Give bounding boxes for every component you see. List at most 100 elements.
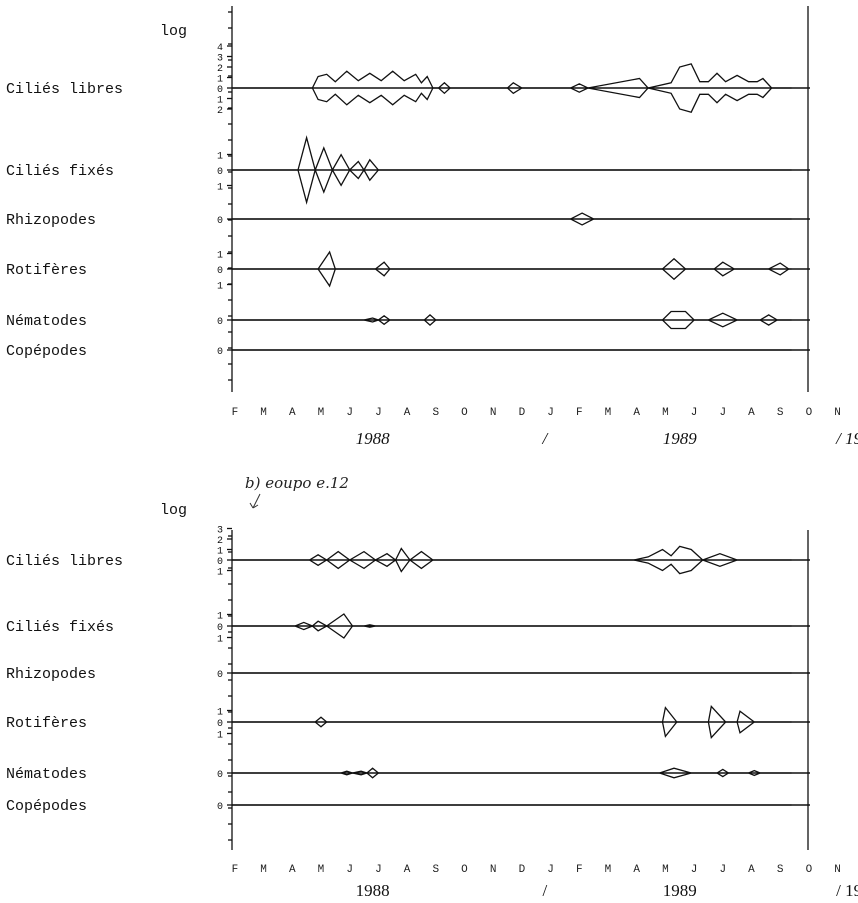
series-row: Nématodes 0 (6, 766, 810, 783)
series-row: Rhizopodes 0 (6, 212, 810, 229)
month-label: J (375, 407, 382, 419)
note-arrow (249, 493, 261, 509)
month-label: J (719, 864, 726, 876)
tick-label: 1 (217, 612, 223, 623)
year-label: 1988 (356, 881, 390, 900)
tick-label: 0 (217, 317, 223, 328)
series-label: Copépodes (6, 343, 87, 360)
tick-label: 2 (217, 106, 223, 117)
series-label: Nématodes (6, 766, 87, 783)
month-label: A (289, 407, 296, 419)
tick-label: 1 (217, 183, 223, 194)
series-label: Ciliés fixés (6, 619, 114, 636)
month-label: M (605, 407, 612, 419)
month-label: J (346, 407, 353, 419)
tick-label: 2 (217, 536, 223, 547)
series-label: Rotifères (6, 715, 87, 732)
series-label: Rhizopodes (6, 666, 96, 683)
month-label: A (633, 864, 640, 876)
year-label: / (541, 429, 549, 448)
tick-label: 0 (217, 167, 223, 178)
month-label: J (719, 407, 726, 419)
abundance-shape (232, 767, 792, 779)
tick-label: 1 (217, 708, 223, 719)
series-row: Copépodes 0 (6, 798, 810, 815)
month-label: A (404, 407, 411, 419)
series-row: Ciliés fixés 101 (6, 612, 810, 646)
month-label: O (461, 407, 468, 419)
year-label: / 1990 (835, 429, 858, 448)
series-row: Rotifères 1 0 1 (6, 251, 810, 293)
tick-label: 0 (217, 347, 223, 358)
tick-label: 0 (217, 557, 223, 568)
series-label: Ciliés libres (6, 553, 123, 570)
tick-label: 0 (217, 85, 223, 96)
abundance-shape (232, 212, 792, 226)
month-label: A (748, 407, 755, 419)
month-label: S (777, 864, 784, 876)
tick-label: 1 (217, 731, 223, 742)
series-label: Copépodes (6, 798, 87, 815)
tick-label: 0 (217, 770, 223, 781)
tick-label: 3 (217, 526, 223, 537)
series-label: Ciliés libres (6, 81, 123, 98)
tick-label: 1 (217, 282, 223, 293)
year-label: / (542, 881, 547, 900)
year-label: 1989 (663, 429, 698, 448)
tick-label: 0 (217, 266, 223, 277)
tick-label: 0 (217, 216, 223, 227)
month-label: A (289, 864, 296, 876)
month-label: S (777, 407, 784, 419)
handwritten-note: b) eoupo e.12 (245, 474, 349, 492)
month-label: M (260, 864, 267, 876)
abundance-shape (232, 705, 792, 739)
tick-label: 0 (217, 670, 223, 681)
series-label: Rotifères (6, 262, 87, 279)
log-label: log (160, 23, 187, 40)
tick-label: 0 (217, 623, 223, 634)
year-label: / 1990 (836, 881, 858, 900)
month-label: M (662, 864, 669, 876)
tick-label: 3 (217, 54, 223, 65)
tick-label: 1 (217, 568, 223, 579)
month-label: O (806, 407, 813, 419)
series-label: Rhizopodes (6, 212, 96, 229)
month-label: N (490, 407, 497, 419)
month-label: F (232, 864, 239, 876)
tick-label: 1 (217, 152, 223, 163)
tick-label: 1 (217, 96, 223, 107)
month-label: S (432, 407, 439, 419)
tick-label: 0 (217, 802, 223, 813)
series-label: Ciliés fixés (6, 163, 114, 180)
series-row: Nématodes 0 (6, 310, 810, 330)
tick-label: 1 (217, 251, 223, 262)
month-label: N (834, 864, 841, 876)
month-label: J (691, 407, 698, 419)
month-label: J (375, 864, 382, 876)
month-label: M (318, 864, 325, 876)
month-label: A (748, 864, 755, 876)
month-label: O (806, 864, 813, 876)
month-label: N (490, 864, 497, 876)
month-label: O (461, 864, 468, 876)
series-row: Rhizopodes 0 (6, 666, 810, 683)
tick-label: 4 (217, 43, 223, 54)
series-label: Nématodes (6, 313, 87, 330)
month-label: M (260, 407, 267, 419)
month-label: A (404, 864, 411, 876)
month-label: N (834, 407, 841, 419)
month-label: D (519, 407, 526, 419)
month-label: J (547, 407, 554, 419)
month-label: M (605, 864, 612, 876)
series-row: Copépodes 0 (6, 343, 810, 360)
series-row: Ciliés fixés 1 0 1 (6, 135, 810, 205)
month-label: F (232, 407, 239, 419)
month-label: F (576, 407, 583, 419)
tick-label: 1 (217, 635, 223, 646)
year-label: 1989 (663, 881, 697, 900)
